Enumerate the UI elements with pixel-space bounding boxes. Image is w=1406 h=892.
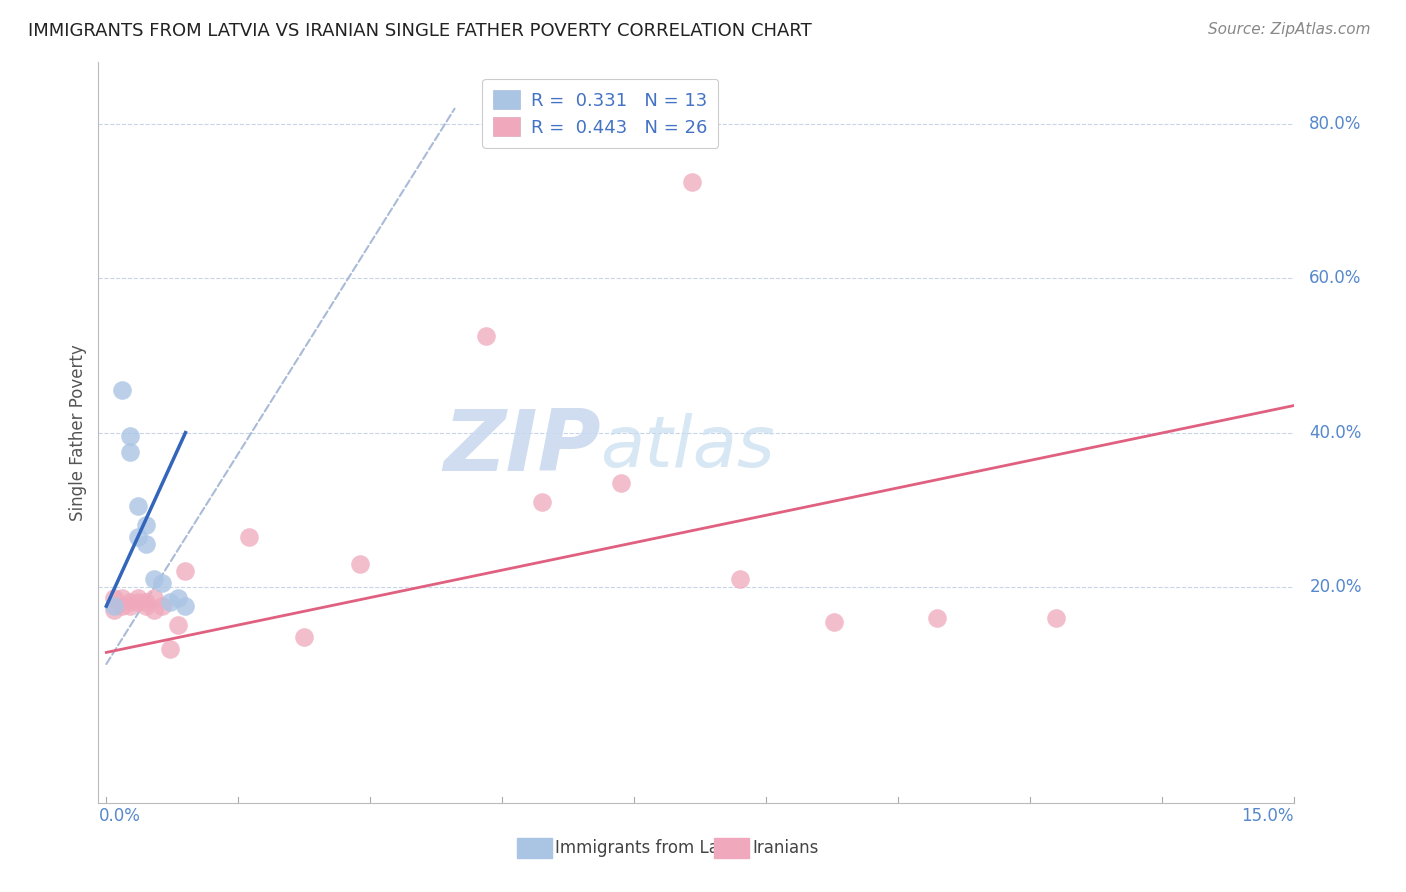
Point	[166, 618, 188, 632]
Y-axis label: Single Father Poverty: Single Father Poverty	[69, 344, 87, 521]
Point	[127, 499, 149, 513]
Point	[120, 445, 142, 459]
Point	[103, 591, 125, 606]
Point	[530, 495, 553, 509]
Point	[927, 610, 949, 624]
Text: Immigrants from Latvia: Immigrants from Latvia	[555, 839, 751, 857]
Point	[142, 591, 165, 606]
Point	[135, 599, 157, 614]
Text: ZIP: ZIP	[443, 406, 600, 489]
Point	[159, 641, 181, 656]
Point	[150, 576, 173, 591]
Point	[135, 537, 157, 551]
Point	[127, 595, 149, 609]
Point	[111, 383, 134, 397]
Point	[103, 599, 125, 614]
Point	[610, 475, 633, 490]
Point	[166, 591, 188, 606]
Point	[111, 599, 134, 614]
Text: Iranians: Iranians	[752, 839, 818, 857]
Point	[127, 530, 149, 544]
Point	[174, 599, 197, 614]
Point	[111, 591, 134, 606]
Text: 0.0%: 0.0%	[98, 806, 141, 825]
Text: 40.0%: 40.0%	[1309, 424, 1362, 442]
Point	[150, 599, 173, 614]
Point	[135, 518, 157, 533]
Point	[238, 530, 260, 544]
Point	[120, 599, 142, 614]
Point	[1045, 610, 1067, 624]
Point	[728, 572, 751, 586]
Point	[103, 603, 125, 617]
Point	[349, 557, 371, 571]
Point	[142, 572, 165, 586]
Text: 20.0%: 20.0%	[1309, 578, 1362, 596]
Point	[681, 175, 703, 189]
Legend: R =  0.331   N = 13, R =  0.443   N = 26: R = 0.331 N = 13, R = 0.443 N = 26	[482, 78, 718, 147]
Point	[475, 329, 498, 343]
Text: IMMIGRANTS FROM LATVIA VS IRANIAN SINGLE FATHER POVERTY CORRELATION CHART: IMMIGRANTS FROM LATVIA VS IRANIAN SINGLE…	[28, 22, 811, 40]
Point	[174, 565, 197, 579]
Point	[159, 595, 181, 609]
Point	[120, 429, 142, 443]
Point	[142, 603, 165, 617]
Point	[135, 595, 157, 609]
Point	[824, 615, 846, 629]
Point	[127, 591, 149, 606]
Text: atlas: atlas	[600, 413, 775, 482]
Text: Source: ZipAtlas.com: Source: ZipAtlas.com	[1208, 22, 1371, 37]
Text: 60.0%: 60.0%	[1309, 269, 1362, 287]
Text: 80.0%: 80.0%	[1309, 115, 1362, 133]
Point	[120, 595, 142, 609]
Text: 15.0%: 15.0%	[1241, 806, 1294, 825]
Point	[292, 630, 315, 644]
